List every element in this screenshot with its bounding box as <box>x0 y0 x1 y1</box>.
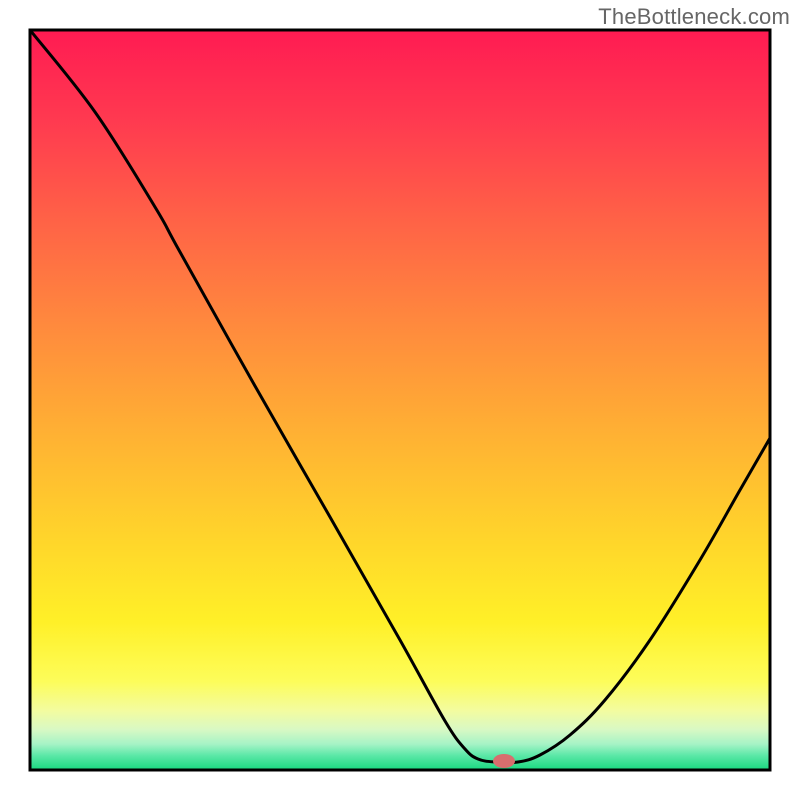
chart-container: TheBottleneck.com <box>0 0 800 800</box>
watermark-text: TheBottleneck.com <box>598 4 790 30</box>
chart-background <box>30 30 770 770</box>
bottleneck-chart <box>0 0 800 800</box>
optimal-marker <box>493 754 515 768</box>
